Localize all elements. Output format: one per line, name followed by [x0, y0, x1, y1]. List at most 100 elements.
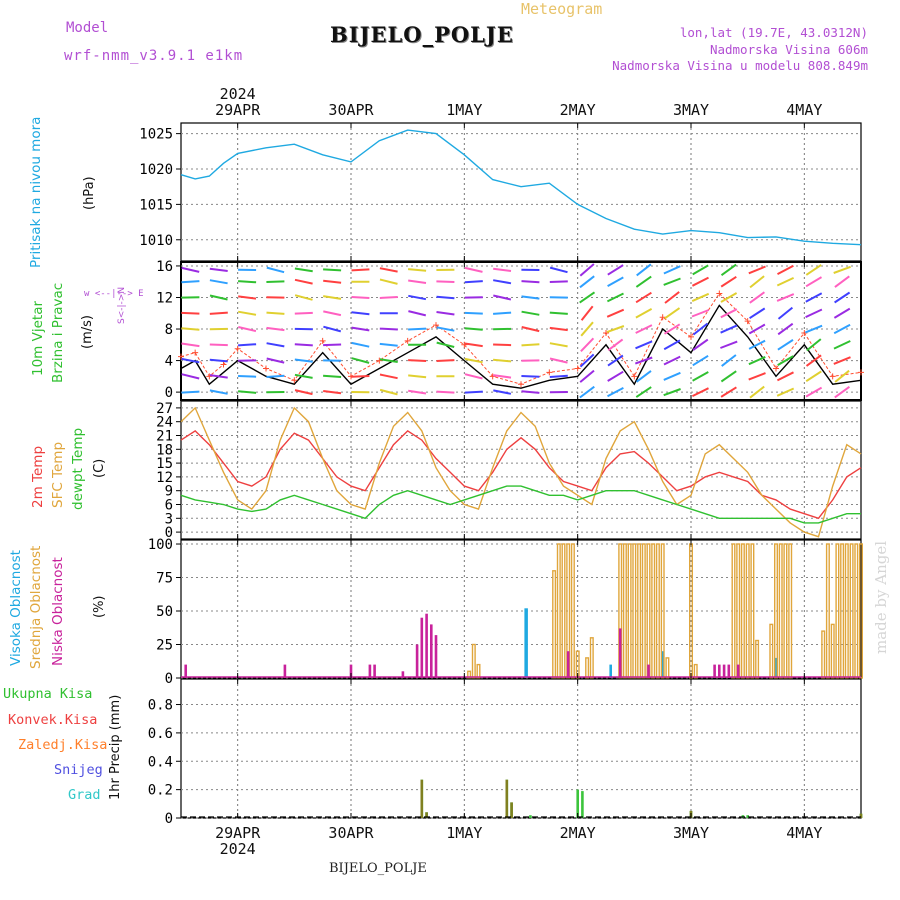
- wind-arrow: [408, 359, 427, 362]
- wind-arrow: [663, 323, 681, 335]
- wind-arrow: [834, 369, 850, 383]
- cloud-bar: [415, 644, 419, 678]
- wind-arrow: [607, 338, 624, 351]
- wind-arrow: [351, 326, 370, 332]
- series-line: [180, 430, 862, 520]
- altitude-label: Nadmorska Visina 606m: [709, 42, 868, 57]
- cloud-bar: [420, 617, 424, 678]
- wind-arrow: [323, 390, 342, 395]
- wind-arrow: [464, 373, 483, 380]
- wind-arrow: [580, 305, 594, 321]
- wind-arrow: [777, 355, 794, 366]
- cloud-bar: [713, 664, 716, 678]
- wind-arrow: [266, 280, 285, 283]
- wind-arrow: [209, 267, 228, 272]
- wind-arrow: [805, 264, 822, 276]
- bottom-date-label: 29APR: [215, 824, 261, 842]
- wind-arrow: [294, 373, 313, 379]
- wind-arrow: [549, 266, 568, 274]
- wind-arrow: [209, 374, 228, 379]
- y-tick-label: 0: [165, 385, 173, 401]
- y-tick-label: 9: [165, 484, 173, 500]
- wind-arrow: [720, 324, 738, 334]
- wind-arrow: [549, 326, 568, 332]
- cloud-bar: [769, 623, 774, 679]
- gust-point: [489, 373, 496, 380]
- series-line: [180, 406, 862, 538]
- wind-arrow: [720, 275, 737, 288]
- cloud-bar: [184, 664, 187, 678]
- wind-arrow: [663, 339, 681, 351]
- cloud-bar: [585, 657, 590, 679]
- wind-arrow: [238, 326, 257, 333]
- wind-arrow: [833, 265, 851, 274]
- wind-arrow: [181, 357, 200, 364]
- wind-arrow: [691, 387, 709, 397]
- wind-arrow: [238, 280, 257, 284]
- compass-we: w <--|--> E: [84, 289, 144, 299]
- cloud-bar: [655, 543, 660, 679]
- wind-arrow: [493, 343, 512, 347]
- gust-point: [603, 329, 609, 336]
- wind-arrow: [776, 371, 794, 382]
- wind-arrow: [181, 342, 200, 348]
- legend-hail: Grad: [68, 787, 101, 803]
- y-tick-label: 100: [148, 537, 173, 553]
- wind-arrow: [749, 307, 766, 320]
- cloud-bar: [373, 664, 376, 678]
- wind-arrow: [748, 355, 766, 366]
- wind-arrow: [607, 387, 624, 398]
- cloud-bar: [755, 639, 760, 679]
- bottom-date-label: 30APR: [328, 824, 374, 842]
- wind-arrow: [776, 387, 795, 397]
- wind-arrow: [580, 321, 594, 337]
- cloud-bar: [844, 543, 849, 679]
- y-tick-label: 1020: [139, 162, 173, 178]
- wind-arrow: [181, 327, 200, 331]
- wind-arrow: [436, 341, 455, 348]
- wind-arrow: [266, 342, 285, 348]
- wind-arrow: [294, 267, 313, 273]
- cloud-bar: [854, 543, 859, 679]
- gust-point: [461, 341, 468, 348]
- wind-arrow: [663, 355, 681, 366]
- cloud-bar: [589, 637, 594, 679]
- wind-arrow: [351, 375, 370, 378]
- wind-arrow: [209, 279, 228, 285]
- wind-arrow: [580, 337, 595, 352]
- wind-arrow: [464, 327, 483, 331]
- wind-arrow: [266, 357, 285, 364]
- cloud-bar: [609, 664, 612, 678]
- wind-arrow: [379, 373, 398, 380]
- cloud-bar: [471, 643, 476, 679]
- cloud-bar: [425, 613, 428, 678]
- wind-arrow: [351, 296, 370, 299]
- wind-arrow: [294, 358, 313, 363]
- gust-point: [206, 373, 213, 380]
- wind-arrow: [749, 291, 765, 304]
- legend-total-rain: Ukupna Kisa: [3, 686, 93, 702]
- top-date-label: 29APR: [215, 101, 261, 119]
- wind-arrow: [351, 357, 370, 364]
- cloud-bar: [647, 664, 650, 678]
- wind-arrow: [833, 340, 851, 350]
- wind-arrow: [351, 311, 370, 316]
- wind-arrow: [209, 343, 228, 347]
- wind-arrow: [294, 311, 313, 315]
- wind-arrow: [493, 374, 512, 379]
- wind-arrow: [351, 268, 370, 272]
- wind-arrow: [805, 386, 823, 398]
- wind-arrow: [579, 353, 595, 368]
- wind-arrow: [379, 342, 398, 347]
- precip-bar: [859, 813, 863, 818]
- series-line: [180, 129, 862, 246]
- wind-arrow: [181, 390, 200, 394]
- gust-point: [858, 369, 864, 376]
- gust-point: [716, 290, 723, 297]
- wind-arrow: [606, 292, 624, 303]
- wind-arrow: [408, 268, 427, 272]
- cloud-bar: [835, 543, 840, 679]
- cloud-bar: [632, 543, 637, 679]
- wind-arrow: [635, 308, 653, 319]
